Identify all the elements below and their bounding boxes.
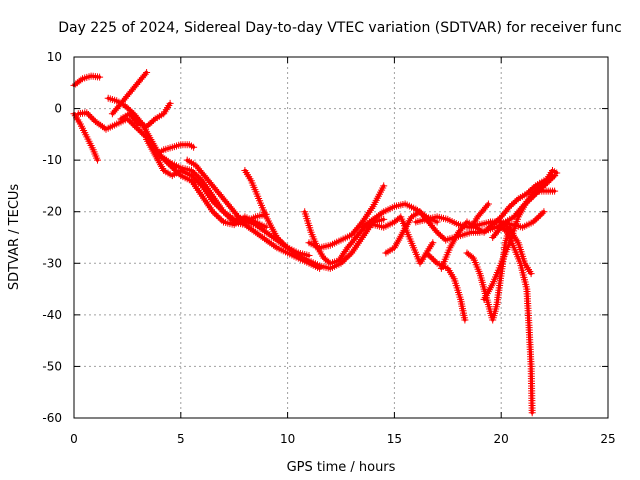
series-sat-8 bbox=[151, 141, 198, 159]
series-markers bbox=[143, 136, 270, 226]
series-sat-16 bbox=[412, 208, 548, 231]
series-line bbox=[469, 202, 490, 229]
x-tick-label: 25 bbox=[600, 432, 615, 446]
y-tick-label: 0 bbox=[54, 102, 62, 116]
y-tick-label: -50 bbox=[42, 359, 62, 373]
series-sat-22 bbox=[489, 223, 536, 417]
axis-ticks: 0 5 10 15 20 25 10 0 -10 -20 -30 -40 -50 -60 bbox=[42, 50, 615, 446]
series-sat-2 bbox=[70, 110, 101, 164]
series-sat-17 bbox=[422, 249, 469, 324]
series-markers bbox=[422, 249, 469, 324]
series-sat-20 bbox=[467, 200, 492, 231]
series-sat-18 bbox=[437, 172, 559, 272]
x-tick-label: 15 bbox=[387, 432, 402, 446]
series-sat-23 bbox=[497, 218, 535, 278]
series-markers bbox=[70, 110, 101, 164]
x-tick-label: 10 bbox=[280, 432, 295, 446]
x-axis-label: GPS time / hours bbox=[287, 460, 396, 475]
series-markers bbox=[108, 69, 151, 118]
y-tick-label: -30 bbox=[42, 256, 62, 270]
x-tick-label: 5 bbox=[177, 432, 185, 446]
y-tick-label: -40 bbox=[42, 308, 62, 322]
series-markers bbox=[467, 200, 492, 231]
series-sat-12 bbox=[305, 182, 388, 252]
series-markers bbox=[305, 182, 388, 252]
series-markers bbox=[497, 218, 535, 278]
x-tick-label: 0 bbox=[70, 432, 78, 446]
y-tick-label: -10 bbox=[42, 153, 62, 167]
y-tick-label: -60 bbox=[42, 411, 62, 425]
series-markers bbox=[74, 109, 270, 231]
series-markers bbox=[151, 141, 198, 159]
series-markers bbox=[529, 167, 561, 200]
series-sat-24 bbox=[529, 167, 561, 200]
data-series bbox=[70, 69, 561, 417]
series-sat-19 bbox=[463, 223, 514, 324]
chart-title: Day 225 of 2024, Sidereal Day-to-day VTE… bbox=[58, 20, 622, 36]
series-markers bbox=[463, 223, 514, 324]
series-sat-6 bbox=[117, 99, 174, 131]
series-markers bbox=[489, 223, 536, 417]
series-markers bbox=[241, 167, 313, 259]
y-tick-label: 10 bbox=[47, 50, 62, 64]
series-markers bbox=[301, 208, 377, 267]
plot-frame bbox=[73, 56, 609, 419]
y-axis-label: SDTVAR / TECUs bbox=[7, 184, 22, 291]
series-sat-3 bbox=[74, 109, 270, 231]
series-sat-11 bbox=[301, 208, 377, 267]
series-sat-1 bbox=[70, 72, 104, 89]
series-markers bbox=[117, 99, 174, 131]
y-tick-label: -20 bbox=[42, 205, 62, 219]
x-tick-label: 20 bbox=[494, 432, 509, 446]
series-sat-5 bbox=[108, 69, 151, 118]
series-markers bbox=[70, 72, 104, 89]
series-sat-10 bbox=[241, 167, 313, 259]
